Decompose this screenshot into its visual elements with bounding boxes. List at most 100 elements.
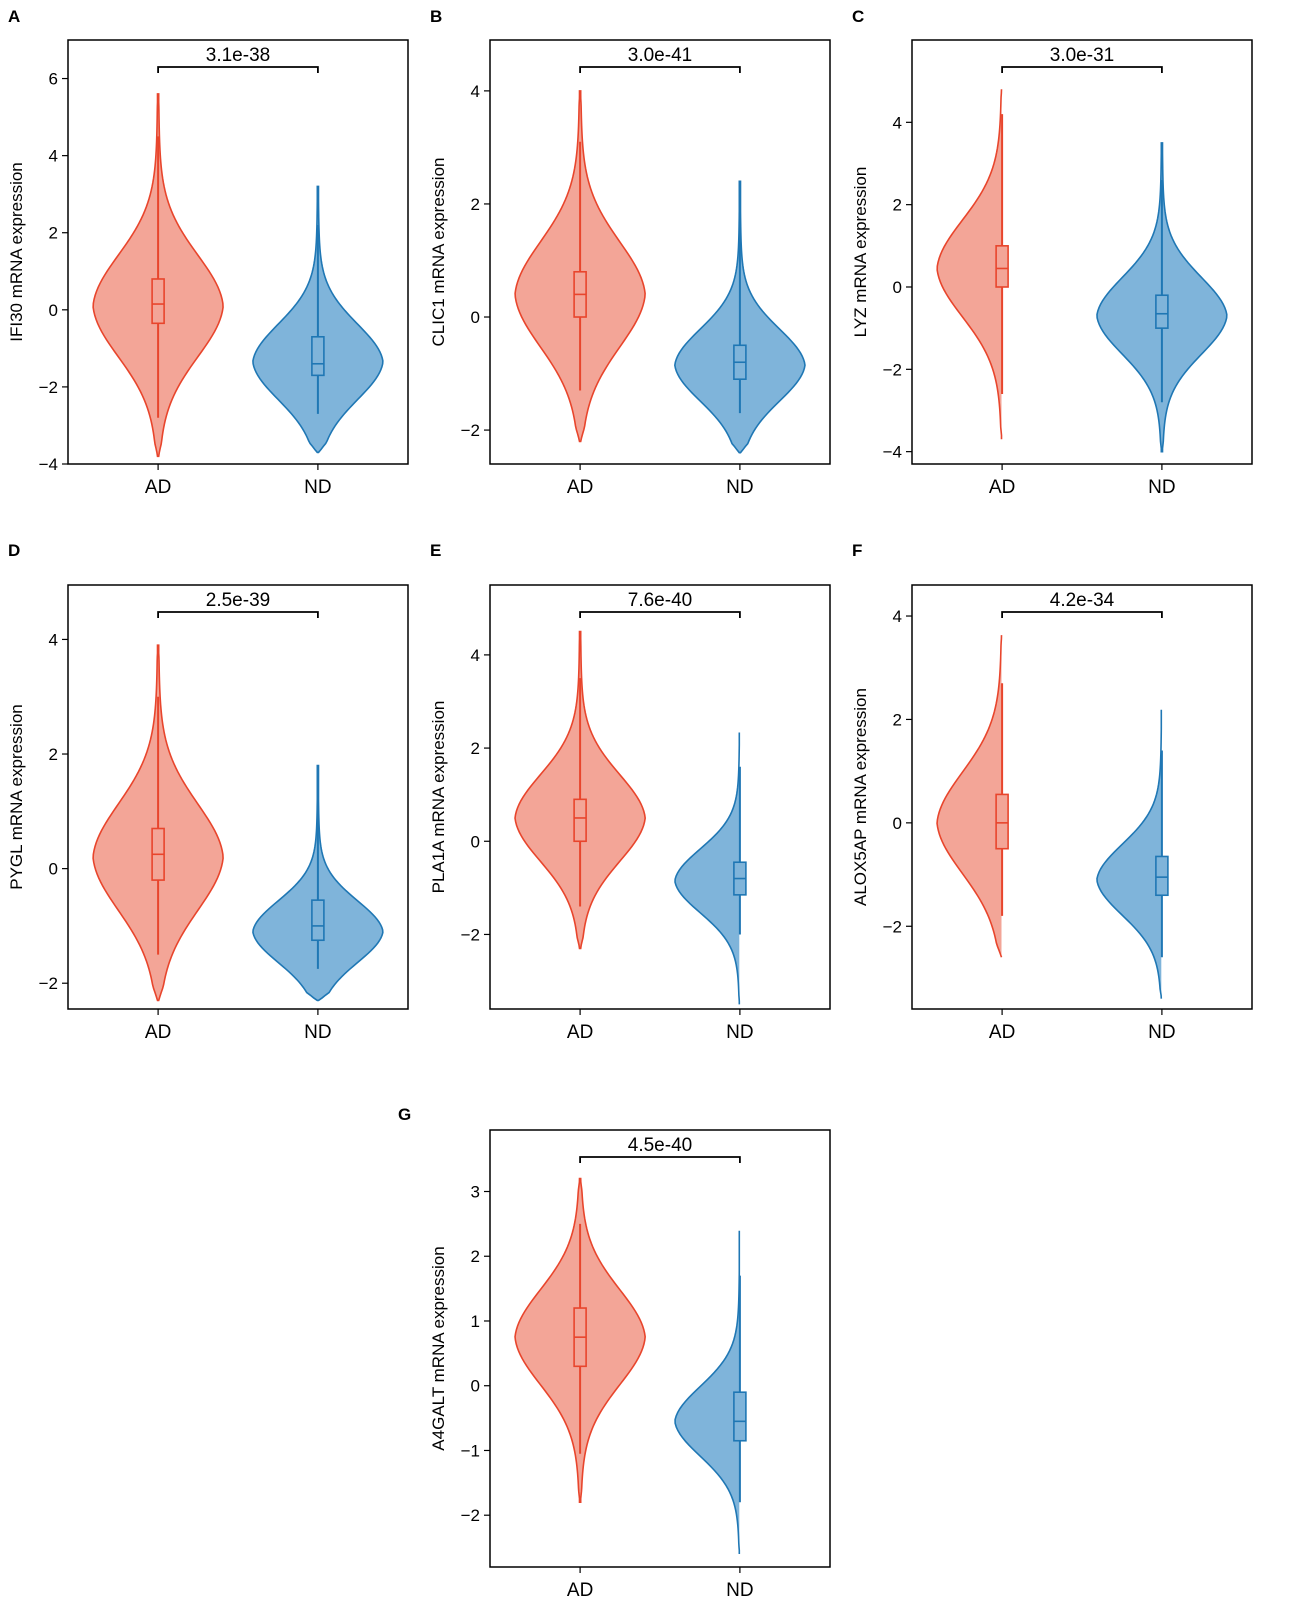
y-tick-label: 0: [49, 860, 58, 879]
p-value-label: 3.0e-41: [628, 45, 692, 66]
y-tick-label: −4: [39, 455, 58, 474]
x-category-label: AD: [989, 477, 1015, 498]
violin-body: [936, 635, 1003, 958]
panel-g: G −2 −1 0 1 2 3 AD ND A4GALT mRNA expression 4.5e-…: [398, 1105, 831, 1601]
y-tick-label: 4: [49, 630, 58, 649]
y-tick-label: 2: [893, 710, 902, 729]
x-category-label: AD: [567, 477, 593, 498]
x-category-label: ND: [304, 1022, 331, 1043]
significance-bracket: [1001, 66, 1163, 73]
panel-d: D −2 0 2 4 AD ND PYGL mRNA expression 2.5e-39: [7, 541, 409, 1043]
panel-letter: C: [852, 7, 864, 26]
p-value-label: 2.5e-39: [206, 590, 270, 611]
y-tick-label: −1: [461, 1441, 480, 1460]
plot-frame: [911, 584, 1253, 1010]
panel-e: E −2 0 2 4 AD ND PLA1A mRNA expression 7.6e-40: [429, 541, 831, 1043]
x-category-label: ND: [726, 477, 753, 498]
y-tick-label: −2: [461, 925, 480, 944]
y-axis-title: ALOX5AP mRNA expression: [851, 688, 870, 906]
violin-nd: [252, 185, 384, 454]
p-value-label: 3.0e-31: [1050, 45, 1114, 66]
violin-body: [674, 732, 741, 1005]
y-tick-label: 0: [471, 1377, 480, 1396]
y-tick-label: −2: [39, 378, 58, 397]
violin-ad: [936, 89, 1009, 440]
significance-bracket: [579, 611, 741, 618]
y-axis-title: PYGL mRNA expression: [7, 704, 26, 890]
plot-frame: [67, 584, 409, 1010]
violin-body: [1096, 709, 1163, 999]
p-value-label: 7.6e-40: [628, 590, 692, 611]
y-tick-label: 0: [471, 308, 480, 327]
panel-letter: D: [8, 541, 20, 560]
violin-nd: [252, 764, 384, 1002]
panel-letter: G: [398, 1105, 411, 1124]
iqr-box: [733, 1391, 747, 1442]
x-category-label: AD: [989, 1022, 1015, 1043]
y-tick-label: −2: [39, 974, 58, 993]
violin-nd: [674, 732, 747, 1005]
significance-bracket: [157, 611, 319, 618]
iqr-box: [1155, 294, 1169, 329]
panel-letter: A: [8, 7, 20, 26]
iqr-box: [995, 245, 1009, 288]
y-tick-label: 4: [471, 646, 480, 665]
y-tick-label: 0: [49, 301, 58, 320]
y-tick-label: 4: [49, 147, 58, 166]
y-tick-label: 4: [893, 607, 902, 626]
x-category-label: AD: [145, 477, 171, 498]
y-tick-label: 0: [893, 814, 902, 833]
significance-bracket: [1001, 611, 1163, 618]
y-tick-label: 2: [49, 745, 58, 764]
violin-body: [674, 1230, 741, 1555]
panel-b: B −2 0 2 4 AD ND CLIC1 mRNA expression 3.0e-41: [429, 7, 831, 498]
y-tick-label: 2: [471, 739, 480, 758]
y-tick-label: −2: [461, 1506, 480, 1525]
p-value-label: 3.1e-38: [206, 45, 270, 66]
iqr-box: [311, 335, 325, 377]
y-tick-label: 4: [471, 82, 480, 101]
x-category-label: AD: [567, 1022, 593, 1043]
iqr-box: [311, 899, 325, 942]
y-tick-label: 0: [471, 832, 480, 851]
significance-bracket: [157, 66, 319, 73]
panel-letter: F: [852, 541, 862, 560]
panel-a: A −4 −2 0 2 4 6 AD ND IFI30 mRNA expression 3.1e-3…: [7, 7, 409, 498]
violin-ad: [92, 93, 224, 458]
x-category-label: ND: [726, 1580, 753, 1601]
iqr-box: [573, 798, 587, 843]
panel-letter: B: [430, 7, 442, 26]
y-tick-label: −4: [883, 443, 902, 462]
y-axis-title: LYZ mRNA expression: [851, 167, 870, 338]
y-tick-label: 4: [893, 113, 902, 132]
y-axis-title: CLIC1 mRNA expression: [429, 158, 448, 347]
panel-f: F −2 0 2 4 AD ND ALOX5AP mRNA expression 4.2e-34: [851, 541, 1253, 1043]
significance-bracket: [579, 66, 741, 73]
violin-ad: [514, 90, 646, 443]
x-category-label: ND: [1148, 1022, 1175, 1043]
y-tick-label: 2: [49, 224, 58, 243]
violin-nd: [674, 180, 806, 454]
y-tick-label: −2: [883, 917, 902, 936]
x-category-label: ND: [726, 1022, 753, 1043]
violin-nd: [674, 1230, 747, 1555]
y-tick-label: 2: [471, 1247, 480, 1266]
y-tick-label: −2: [461, 421, 480, 440]
x-category-label: AD: [145, 1022, 171, 1043]
y-axis-title: PLA1A mRNA expression: [429, 701, 448, 894]
iqr-box: [995, 793, 1009, 850]
x-category-label: ND: [304, 477, 331, 498]
plot-frame: [489, 39, 831, 465]
violin-ad: [514, 630, 646, 950]
p-value-label: 4.5e-40: [628, 1135, 692, 1156]
iqr-box: [1155, 855, 1169, 897]
panel-c: C −4 −2 0 2 4 AD ND LYZ mRNA expression 3.0e-31: [851, 7, 1253, 498]
y-tick-label: 1: [471, 1312, 480, 1331]
y-tick-label: 6: [49, 70, 58, 89]
y-tick-label: −2: [883, 360, 902, 379]
panel-letter: E: [430, 541, 441, 560]
y-axis-title: IFI30 mRNA expression: [7, 162, 26, 342]
y-axis-title: A4GALT mRNA expression: [429, 1246, 448, 1450]
y-tick-label: 2: [471, 195, 480, 214]
